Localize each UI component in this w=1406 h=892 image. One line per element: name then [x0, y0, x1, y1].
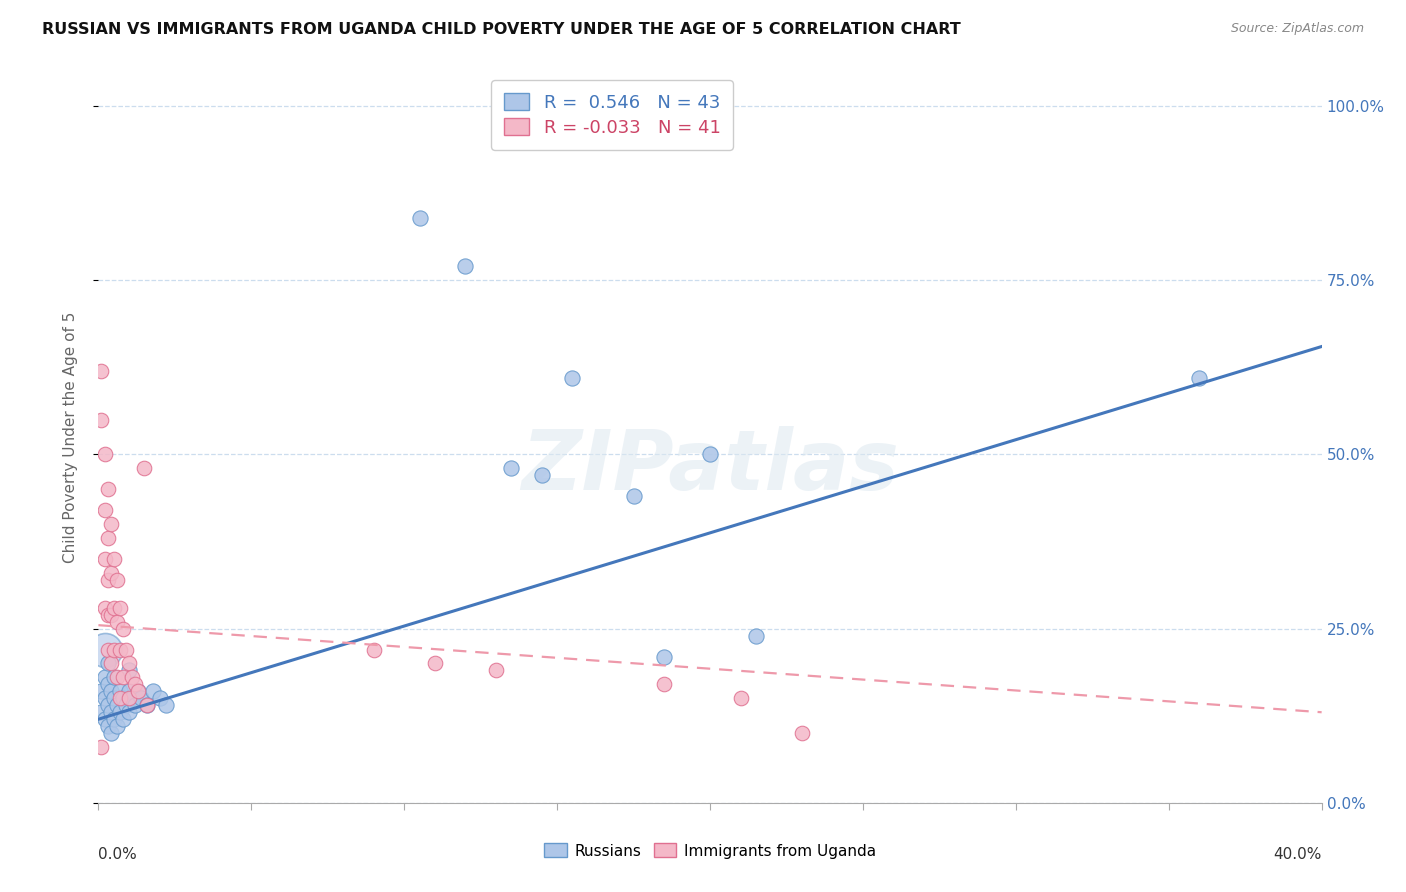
Point	[111, 712, 134, 726]
Point	[103, 552, 125, 566]
Point	[103, 712, 125, 726]
Point	[730, 691, 752, 706]
Point	[149, 691, 172, 706]
Point	[129, 691, 152, 706]
Point	[100, 657, 122, 671]
Point	[105, 615, 128, 629]
Point	[124, 698, 146, 713]
Point	[142, 684, 165, 698]
Point	[121, 691, 143, 706]
Point	[93, 448, 115, 462]
Text: ZIPatlas: ZIPatlas	[522, 425, 898, 507]
Point	[93, 691, 115, 706]
Point	[118, 657, 141, 671]
Point	[127, 684, 149, 698]
Point	[111, 691, 134, 706]
Point	[100, 566, 122, 580]
Point	[561, 371, 583, 385]
Point	[623, 489, 645, 503]
Point	[136, 698, 159, 713]
Point	[134, 461, 156, 475]
Point	[108, 600, 131, 615]
Point	[118, 664, 141, 678]
Point	[121, 670, 143, 684]
Point	[115, 698, 138, 713]
Point	[93, 600, 115, 615]
Point	[103, 600, 125, 615]
Point	[93, 503, 115, 517]
Point	[105, 573, 128, 587]
Point	[97, 607, 120, 622]
Point	[155, 698, 177, 713]
Point	[423, 657, 446, 671]
Point	[111, 670, 134, 684]
Text: 40.0%: 40.0%	[1274, 847, 1322, 862]
Point	[90, 364, 112, 378]
Point	[103, 691, 125, 706]
Point	[100, 726, 122, 740]
Point	[97, 531, 120, 545]
Legend: Russians, Immigrants from Uganda: Russians, Immigrants from Uganda	[537, 838, 883, 864]
Point	[118, 691, 141, 706]
Y-axis label: Child Poverty Under the Age of 5: Child Poverty Under the Age of 5	[63, 311, 77, 563]
Point	[454, 260, 477, 274]
Point	[97, 719, 120, 733]
Point	[90, 740, 112, 755]
Point	[93, 642, 115, 657]
Point	[530, 468, 553, 483]
Point	[97, 483, 120, 497]
Point	[124, 677, 146, 691]
Point	[115, 642, 138, 657]
Point	[105, 670, 128, 684]
Point	[136, 698, 159, 713]
Point	[699, 448, 721, 462]
Point	[501, 461, 523, 475]
Point	[93, 670, 115, 684]
Point	[108, 691, 131, 706]
Point	[97, 698, 120, 713]
Point	[1188, 371, 1211, 385]
Point	[100, 607, 122, 622]
Point	[93, 552, 115, 566]
Point	[100, 517, 122, 532]
Point	[100, 705, 122, 719]
Point	[97, 677, 120, 691]
Point	[93, 712, 115, 726]
Point	[97, 573, 120, 587]
Point	[363, 642, 385, 657]
Point	[408, 211, 430, 225]
Point	[118, 705, 141, 719]
Point	[97, 642, 120, 657]
Point	[105, 698, 128, 713]
Text: RUSSIAN VS IMMIGRANTS FROM UGANDA CHILD POVERTY UNDER THE AGE OF 5 CORRELATION C: RUSSIAN VS IMMIGRANTS FROM UGANDA CHILD …	[42, 22, 960, 37]
Point	[108, 642, 131, 657]
Point	[790, 726, 813, 740]
Point	[90, 705, 112, 719]
Point	[108, 705, 131, 719]
Point	[90, 684, 112, 698]
Point	[90, 412, 112, 426]
Point	[103, 642, 125, 657]
Text: Source: ZipAtlas.com: Source: ZipAtlas.com	[1230, 22, 1364, 36]
Point	[100, 684, 122, 698]
Text: 0.0%: 0.0%	[98, 847, 138, 862]
Point	[652, 649, 675, 664]
Point	[118, 684, 141, 698]
Point	[111, 622, 134, 636]
Point	[485, 664, 508, 678]
Point	[103, 670, 125, 684]
Point	[745, 629, 768, 643]
Point	[127, 684, 149, 698]
Point	[108, 684, 131, 698]
Point	[97, 657, 120, 671]
Point	[105, 719, 128, 733]
Point	[652, 677, 675, 691]
